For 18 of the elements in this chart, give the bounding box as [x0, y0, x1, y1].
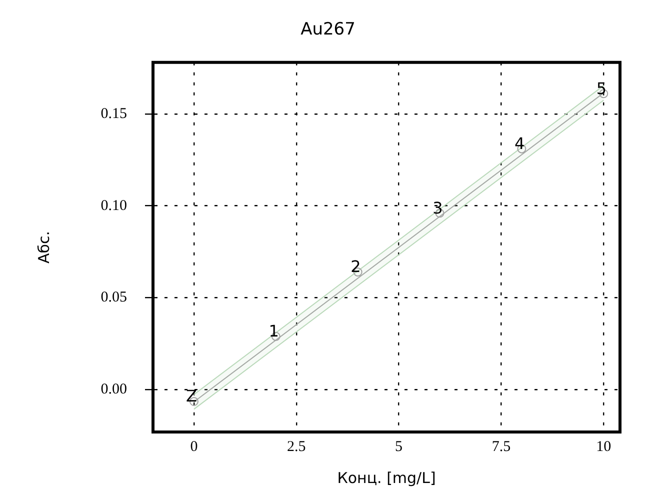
- annotation: 1: [268, 322, 279, 341]
- y-tick-label: 0.15: [100, 106, 127, 122]
- y-tick-label: 0.05: [100, 290, 127, 306]
- annotation: 3: [432, 198, 443, 218]
- y-tick-label: 0.10: [100, 198, 127, 214]
- x-tick-label: 10: [596, 438, 612, 455]
- y-axis-title: Абс.: [34, 230, 53, 264]
- annotation: 2: [350, 257, 361, 276]
- x-tick-label: 0: [190, 438, 198, 455]
- annotation: Z: [186, 386, 197, 406]
- annotation: 5: [596, 78, 607, 98]
- annotation: 4: [514, 134, 525, 153]
- x-tick-label: 2.5: [287, 438, 306, 455]
- y-tick-label: 0.00: [100, 382, 127, 398]
- x-tick-label: 5: [395, 438, 403, 455]
- x-axis-title: Конц. [mg/L]: [337, 468, 436, 487]
- x-tick-label: 7.5: [492, 438, 511, 455]
- chart-title: Au267: [300, 20, 356, 40]
